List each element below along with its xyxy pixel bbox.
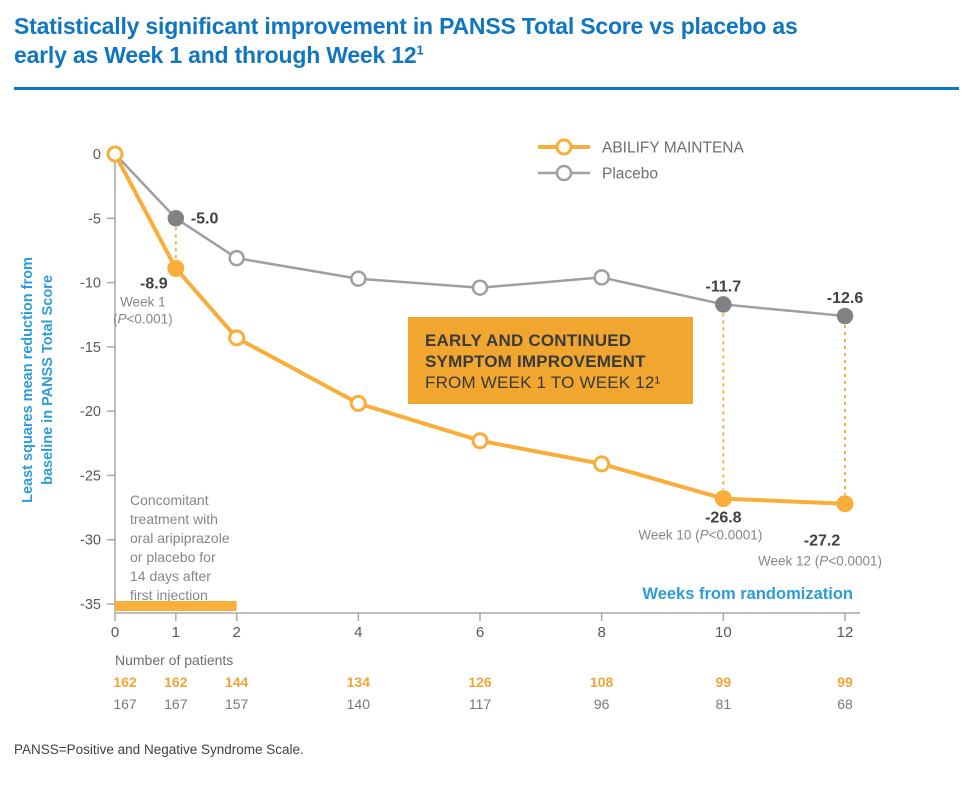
patients-abilify-week-1: 162: [164, 674, 188, 690]
legend-marker-placebo: [555, 164, 573, 182]
x-axis-title: Weeks from randomization: [642, 585, 853, 603]
title-line-2-text: early as Week 1 and through Week 12: [14, 42, 417, 69]
x-tick-label-4: 4: [354, 624, 362, 641]
y-tick-label--30: -30: [80, 533, 101, 549]
label-abilify-week-10-note-1: Week 10 (P<0.0001): [638, 527, 762, 542]
patients-placebo-week-1: 167: [164, 696, 188, 712]
y-axis-title-line-1: Least squares mean reduction from: [20, 257, 36, 503]
marker-abilify-week-1: [167, 259, 185, 277]
label-abilify-week-12: -27.2: [804, 533, 841, 550]
y-tick-label--20: -20: [80, 404, 101, 420]
marker-placebo-week-4: [350, 270, 367, 287]
label-abilify-week-12-note-1: Week 12 (P<0.0001): [758, 554, 882, 569]
series-line-abilify: [113, 152, 846, 506]
label-abilify-week-1-note-2: (P<0.001): [113, 311, 173, 326]
legend-label-abilify: ABILIFY MAINTENA: [602, 139, 744, 156]
patients-placebo-week-10: 81: [716, 696, 732, 712]
label-placebo-week-1: -5.0: [191, 210, 219, 227]
treatment-duration-bar: [115, 600, 237, 611]
callout-line-3: FROM WEEK 1 TO WEEK 12¹: [425, 373, 661, 393]
patients-placebo-week-6: 117: [469, 696, 492, 712]
title-superscript: 1: [416, 42, 424, 58]
patients-abilify-week-2: 144: [225, 674, 249, 690]
page-title: Statistically significant improvement in…: [0, 0, 973, 71]
y-tick-label--10: -10: [80, 275, 101, 291]
marker-abilify-week-10: [714, 489, 732, 507]
treatment-note-line-4: or placebo for: [130, 549, 216, 565]
x-tick-label-2: 2: [232, 624, 240, 641]
treatment-note-line-2: treatment with: [130, 511, 218, 527]
patients-placebo-week-12: 68: [837, 696, 853, 712]
y-tick-label--25: -25: [80, 468, 101, 484]
patients-placebo-week-4: 140: [347, 696, 371, 712]
title-divider: [14, 86, 959, 90]
callout-line-1: EARLY AND CONTINUED: [425, 330, 632, 350]
label-abilify-week-1: -8.9: [140, 275, 168, 292]
y-tick-label-0: 0: [93, 147, 101, 163]
treatment-note-line-6: first injection: [130, 587, 208, 603]
y-axis-title-line-2: baseline in PANSS Total Score: [40, 275, 56, 485]
marker-abilify-week-8: [593, 455, 611, 473]
legend-item-placebo: Placebo: [538, 164, 658, 182]
y-tick-label--35: -35: [80, 597, 101, 613]
marker-abilify-week-2: [228, 329, 246, 347]
x-tick-label-8: 8: [597, 624, 605, 641]
marker-placebo-week-10: [715, 296, 732, 313]
callout-line-2: SYMPTOM IMPROVEMENT: [425, 351, 646, 371]
footnote: PANSS=Positive and Negative Syndrome Sca…: [14, 741, 304, 757]
x-tick-label-12: 12: [837, 624, 854, 641]
marker-placebo-week-2: [228, 249, 245, 267]
legend-item-abilify: ABILIFY MAINTENA: [538, 138, 744, 156]
label-abilify-week-1-note-1: Week 1: [120, 294, 166, 309]
marker-abilify-week-0: [106, 145, 124, 163]
patients-abilify-week-0: 162: [113, 674, 137, 690]
y-tick-label--5: -5: [88, 211, 101, 227]
patients-placebo-week-2: 157: [225, 696, 249, 712]
patients-abilify-week-10: 99: [716, 674, 732, 690]
y-tick-label--15: -15: [80, 340, 101, 356]
patients-placebo-week-0: 167: [113, 696, 137, 712]
label-placebo-week-12: -12.6: [827, 290, 864, 307]
treatment-note-line-1: Concomitant: [130, 492, 209, 508]
title-line-2: early as Week 1 and through Week 121: [14, 41, 959, 70]
treatment-note-line-5: 14 days after: [130, 568, 211, 584]
treatment-note-line-3: oral aripiprazole: [130, 530, 230, 546]
marker-abilify-week-6: [471, 432, 489, 450]
x-tick-label-6: 6: [476, 624, 484, 641]
chart-area: 0 -5 -10 -15 -20 -25 -30 -35 0 1 2 4 6 8 10 12 Least squ…: [0, 108, 973, 728]
patients-abilify-week-6: 126: [468, 674, 492, 690]
marker-abilify-week-12: [836, 495, 854, 513]
title-line-1: Statistically significant improvement in…: [14, 13, 798, 39]
series-line-placebo: [114, 153, 846, 318]
x-tick-label-10: 10: [715, 624, 732, 641]
label-placebo-week-10: -11.7: [706, 278, 742, 295]
legend-marker-abilify: [555, 138, 573, 156]
callout-box: EARLY AND CONTINUED SYMPTOM IMPROVEMENT …: [408, 316, 693, 404]
marker-placebo-week-8: [593, 269, 610, 286]
label-abilify-week-10: -26.8: [705, 509, 742, 526]
patients-abilify-week-4: 134: [347, 674, 371, 690]
patients-placebo-week-8: 96: [594, 696, 610, 712]
patients-label: Number of patients: [115, 652, 233, 668]
legend-label-placebo: Placebo: [602, 165, 658, 182]
marker-placebo-week-12: [836, 307, 854, 325]
marker-placebo-week-6: [471, 279, 489, 296]
patients-abilify-week-12: 99: [837, 674, 853, 690]
marker-placebo-week-1: [167, 209, 185, 227]
x-tick-label-0: 0: [111, 624, 119, 641]
marker-abilify-week-4: [349, 394, 367, 412]
patients-abilify-week-8: 108: [590, 674, 614, 690]
x-tick-label-1: 1: [172, 624, 180, 641]
